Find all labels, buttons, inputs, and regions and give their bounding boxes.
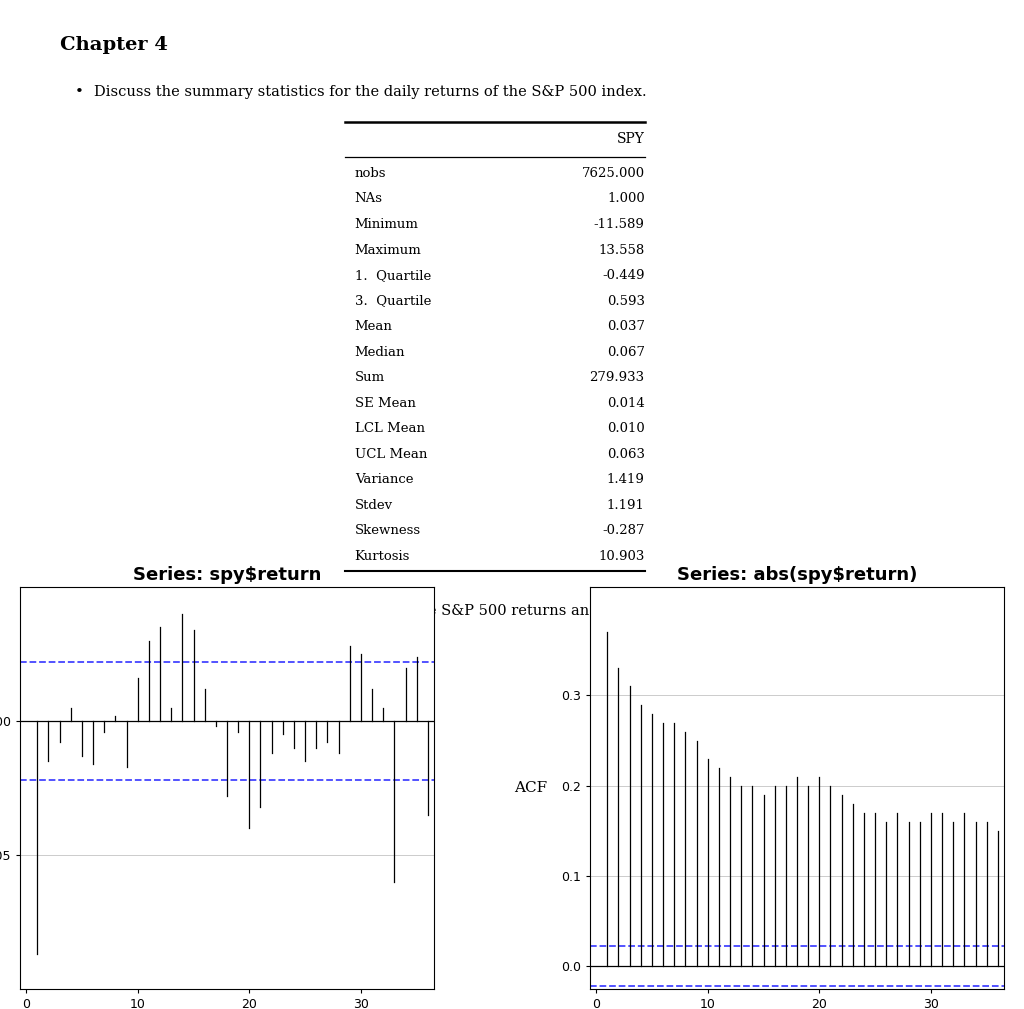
Text: 13.558: 13.558 — [598, 243, 645, 256]
Text: Minimum: Minimum — [354, 218, 419, 231]
Text: Median: Median — [354, 346, 406, 358]
Text: nobs: nobs — [354, 166, 386, 180]
Text: Skewness: Skewness — [354, 525, 421, 538]
Text: 3.  Quartile: 3. Quartile — [354, 295, 431, 308]
Text: •: • — [75, 86, 83, 99]
Text: 0.063: 0.063 — [606, 448, 645, 461]
Text: Discuss the evidence of autocorrelation in the S&P 500 returns and absolute retu: Discuss the evidence of autocorrelation … — [94, 603, 731, 618]
Text: LCL Mean: LCL Mean — [354, 423, 425, 435]
Text: Variance: Variance — [354, 473, 414, 486]
Text: 7625.000: 7625.000 — [582, 166, 645, 180]
Text: 0.014: 0.014 — [607, 397, 645, 410]
Text: Maximum: Maximum — [354, 243, 422, 256]
Text: 0.067: 0.067 — [606, 346, 645, 358]
Text: Sum: Sum — [354, 371, 385, 384]
Text: 0.010: 0.010 — [607, 423, 645, 435]
Text: 10.903: 10.903 — [598, 550, 645, 563]
Text: -0.449: -0.449 — [602, 269, 645, 283]
Text: Chapter 4: Chapter 4 — [59, 36, 168, 54]
Text: Mean: Mean — [354, 320, 392, 333]
Text: 279.933: 279.933 — [590, 371, 645, 384]
Text: -11.589: -11.589 — [594, 218, 645, 231]
Text: UCL Mean: UCL Mean — [354, 448, 427, 461]
Text: SPY: SPY — [616, 131, 645, 145]
Text: Discuss the summary statistics for the daily returns of the S&P 500 index.: Discuss the summary statistics for the d… — [94, 86, 647, 99]
Text: 0.593: 0.593 — [606, 295, 645, 308]
Text: 1.419: 1.419 — [607, 473, 645, 486]
Text: Kurtosis: Kurtosis — [354, 550, 410, 563]
Text: NAs: NAs — [354, 193, 383, 206]
Text: -0.287: -0.287 — [602, 525, 645, 538]
Y-axis label: ACF: ACF — [514, 781, 548, 795]
Text: SE Mean: SE Mean — [354, 397, 416, 410]
Text: Stdev: Stdev — [354, 498, 393, 512]
Text: 0.037: 0.037 — [606, 320, 645, 333]
Text: 1.000: 1.000 — [607, 193, 645, 206]
Title: Series: abs(spy$return): Series: abs(spy$return) — [677, 566, 918, 584]
Text: •: • — [75, 603, 83, 618]
Text: 1.191: 1.191 — [607, 498, 645, 512]
Text: 1.  Quartile: 1. Quartile — [354, 269, 431, 283]
Title: Series: spy$return: Series: spy$return — [133, 566, 322, 584]
